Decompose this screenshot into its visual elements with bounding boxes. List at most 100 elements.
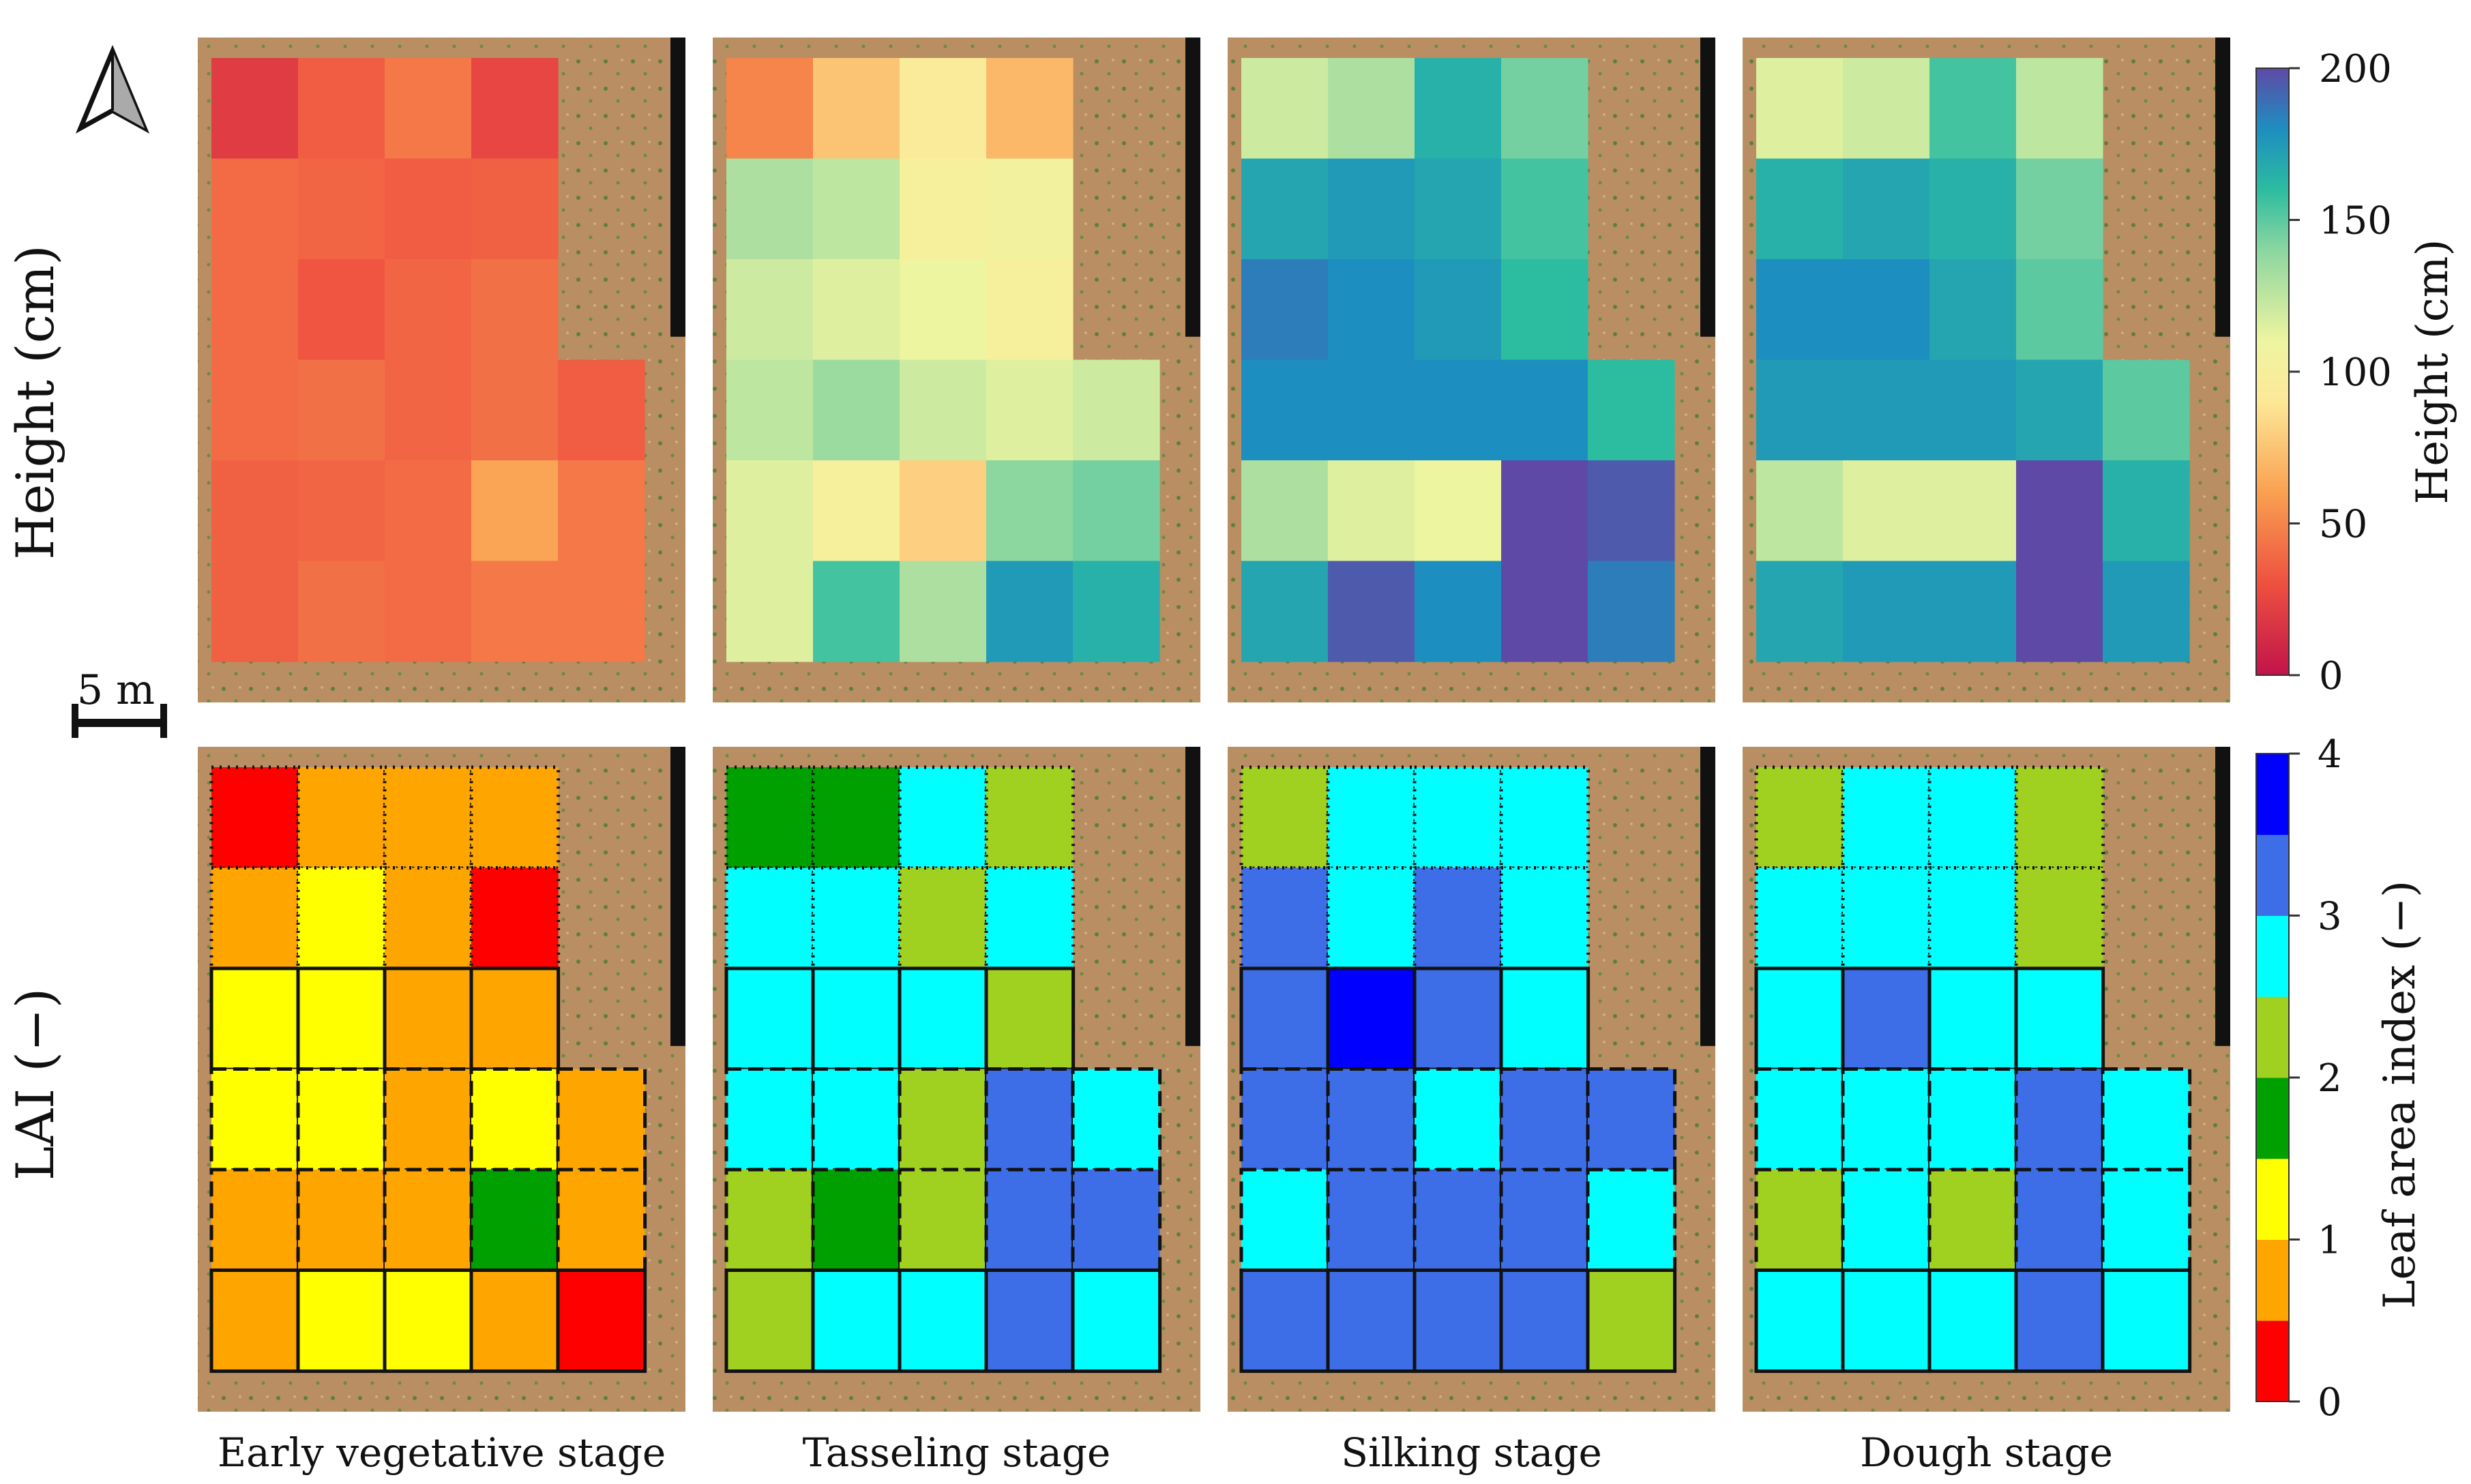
- plot-cell: [1588, 359, 1675, 461]
- plot-cell: [298, 158, 385, 260]
- plot-cell: [385, 359, 472, 461]
- plot-cell: [471, 561, 559, 662]
- lai-panel-2: [713, 747, 1200, 1412]
- plot-cell: [984, 966, 1076, 1071]
- plot-cell: [1501, 561, 1588, 662]
- plot-cell: [984, 1067, 1076, 1172]
- row-label-lai: LAI (−): [5, 988, 65, 1181]
- plot-cell: [813, 561, 900, 662]
- plot-cell: [1073, 561, 1160, 662]
- plot-cell: [724, 1268, 816, 1374]
- plot-cell: [1073, 359, 1160, 461]
- plot-cell: [726, 460, 814, 562]
- plot-cell: [1754, 1268, 1846, 1374]
- plot-cell: [2014, 866, 2105, 971]
- plot-cell: [1499, 966, 1590, 1071]
- plot-cell: [898, 765, 989, 870]
- plot-cell: [2014, 966, 2105, 1071]
- plot-cell: [900, 359, 987, 461]
- panel-edge-shadow: [1700, 747, 1715, 1046]
- plot-cell: [2014, 765, 2105, 870]
- height-colorbar-tick-label: 150: [2319, 199, 2392, 243]
- plot-cell: [1929, 58, 2017, 160]
- plot-cell: [383, 1067, 474, 1172]
- plot-cell: [558, 460, 645, 562]
- plot-cell: [1929, 460, 2017, 562]
- plot-cell: [900, 259, 987, 361]
- plot-cell: [1328, 259, 1415, 361]
- plot-cell: [2103, 561, 2190, 662]
- plot-cell: [469, 1168, 561, 1273]
- plot-cell: [811, 1268, 902, 1374]
- plot-cell: [1929, 359, 2017, 461]
- plot-cell: [898, 866, 989, 971]
- plot-cell: [556, 1168, 647, 1273]
- plot-cell: [986, 460, 1074, 562]
- plot-cell: [2016, 158, 2103, 260]
- plot-cell: [1843, 460, 1930, 562]
- panel-edge-shadow: [670, 38, 685, 337]
- plot-cell: [1756, 58, 1844, 160]
- lai-panel-1: [198, 747, 685, 1412]
- north-arrow-icon: [75, 44, 150, 134]
- plot-cell: [1328, 359, 1415, 461]
- plot-cell: [1756, 259, 1844, 361]
- stage-labels: Early vegetative stage Tasseling stage Sil…: [218, 1429, 2113, 1476]
- height-colorbar-title: Height (cm): [2408, 239, 2458, 505]
- plot-cell: [1927, 1268, 2019, 1374]
- plot-cell: [1239, 765, 1331, 870]
- plot-cell: [1241, 460, 1329, 562]
- row-label-height: Height (cm): [5, 245, 65, 560]
- lai-colorbar-bin: [2256, 1078, 2289, 1159]
- plot-cell: [898, 1168, 989, 1273]
- plot-cell: [211, 359, 299, 461]
- lai-colorbar-tick-label: 1: [2318, 1219, 2342, 1263]
- plot-cell: [1499, 1168, 1590, 1273]
- plot-cell: [898, 966, 989, 1071]
- plot-cell: [2016, 259, 2103, 361]
- plot-cell: [298, 561, 385, 662]
- plot-cell: [724, 1067, 816, 1172]
- plot-cell: [1412, 866, 1504, 971]
- plot-cell: [298, 259, 385, 361]
- plot-cell: [986, 58, 1074, 160]
- plot-cell: [726, 158, 814, 260]
- plot-cell: [1412, 966, 1504, 1071]
- plot-cell: [1239, 1268, 1331, 1374]
- plot-cell: [1071, 1168, 1162, 1273]
- lai-colorbar-bin: [2256, 834, 2289, 916]
- plot-cell: [1841, 765, 1932, 870]
- plot-cell: [1586, 1268, 1677, 1374]
- plot-cell: [984, 765, 1076, 870]
- lai-colorbar: 0 1 2 3 4: [2255, 732, 2342, 1425]
- plot-cell: [383, 966, 474, 1071]
- panel-edge-shadow: [2215, 38, 2230, 337]
- plot-cell: [296, 866, 387, 971]
- plot-cell: [1326, 1168, 1417, 1273]
- plot-cell: [1501, 460, 1588, 562]
- plot-cell: [1241, 158, 1329, 260]
- plot-cell: [1586, 1168, 1677, 1273]
- plot-cell: [1239, 1168, 1331, 1273]
- lai-colorbar-tick-label: 2: [2318, 1056, 2342, 1101]
- plot-cell: [724, 765, 816, 870]
- plot-cell: [1241, 359, 1329, 461]
- plot-cell: [469, 1268, 561, 1374]
- plot-cell: [1927, 1168, 2019, 1273]
- plot-cell: [1501, 359, 1588, 461]
- plot-cell: [296, 1268, 387, 1374]
- plot-cell: [1415, 58, 1502, 160]
- plot-cell: [1073, 460, 1160, 562]
- plot-cell: [558, 359, 645, 461]
- plot-cell: [1927, 866, 2019, 971]
- stage-label-4: Dough stage: [1860, 1429, 2113, 1476]
- stage-label-2: Tasseling stage: [803, 1429, 1111, 1476]
- plot-cell: [296, 765, 387, 870]
- plot-cell: [1415, 259, 1502, 361]
- plot-cell: [1326, 1067, 1417, 1172]
- plot-cell: [385, 58, 472, 160]
- plot-cell: [296, 1168, 387, 1273]
- plot-cell: [1241, 58, 1329, 160]
- plot-cell: [1415, 561, 1502, 662]
